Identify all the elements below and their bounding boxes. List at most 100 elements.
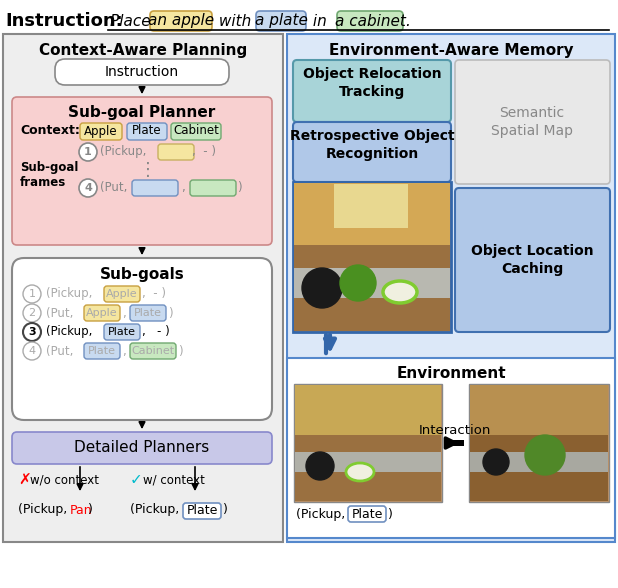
Text: 2: 2 [28, 308, 36, 318]
Text: 4: 4 [84, 183, 92, 193]
Circle shape [483, 449, 509, 475]
FancyBboxPatch shape [12, 432, 272, 464]
Text: Plate: Plate [351, 507, 383, 520]
Text: 4: 4 [28, 346, 36, 356]
Circle shape [302, 268, 342, 308]
Text: ⋮: ⋮ [139, 161, 157, 179]
Text: Plate: Plate [134, 308, 162, 318]
Bar [294, 384, 442, 502]
Bar [446, 440, 464, 446]
Text: 3: 3 [28, 327, 36, 337]
Text: Sub-goal
frames: Sub-goal frames [20, 161, 78, 189]
Text: (Pickup,: (Pickup, [296, 508, 349, 521]
Text: .: . [405, 14, 410, 28]
Circle shape [525, 435, 565, 475]
Bar [287, 358, 615, 538]
Text: ): ) [237, 182, 242, 195]
FancyBboxPatch shape [348, 506, 386, 522]
Text: Plate: Plate [88, 346, 116, 356]
Circle shape [79, 143, 97, 161]
Circle shape [23, 323, 41, 341]
FancyBboxPatch shape [55, 59, 229, 85]
Text: a cabinet: a cabinet [334, 14, 405, 28]
Text: Interaction: Interaction [419, 423, 491, 436]
Text: Detailed Planners: Detailed Planners [74, 440, 210, 456]
Text: Apple: Apple [86, 308, 118, 318]
FancyBboxPatch shape [293, 60, 451, 122]
Text: (Pickup,: (Pickup, [18, 503, 71, 516]
Text: Plate: Plate [108, 327, 136, 337]
Bar [294, 183, 450, 245]
Text: an apple: an apple [148, 14, 214, 28]
FancyBboxPatch shape [337, 11, 403, 31]
Text: Object Location
Caching: Object Location Caching [471, 244, 593, 276]
Text: Place: Place [110, 14, 156, 28]
FancyBboxPatch shape [12, 97, 272, 245]
Text: Cabinet: Cabinet [173, 125, 219, 138]
FancyBboxPatch shape [256, 11, 306, 31]
FancyBboxPatch shape [130, 305, 166, 321]
Text: in: in [308, 14, 332, 28]
Text: Cabinet: Cabinet [132, 346, 174, 356]
FancyBboxPatch shape [12, 258, 272, 420]
Text: a plate: a plate [255, 14, 307, 28]
Text: Pan: Pan [70, 503, 93, 516]
Bar [334, 184, 408, 228]
Circle shape [79, 179, 97, 197]
Text: Context-Aware Planning: Context-Aware Planning [39, 44, 247, 58]
Text: Instruction:: Instruction: [5, 12, 123, 30]
Bar [470, 452, 608, 472]
Bar [294, 245, 450, 331]
Text: Environment-Aware Memory: Environment-Aware Memory [329, 44, 574, 58]
Bar [294, 268, 450, 298]
Text: w/o context: w/o context [30, 473, 99, 486]
Bar [470, 435, 608, 501]
Bar [295, 452, 441, 472]
Text: Instruction: Instruction [105, 65, 179, 79]
Text: w/ context: w/ context [143, 473, 205, 486]
Bar [469, 384, 609, 502]
FancyBboxPatch shape [104, 324, 140, 340]
FancyBboxPatch shape [130, 343, 176, 359]
Bar [295, 385, 441, 435]
FancyBboxPatch shape [127, 123, 167, 140]
Text: ): ) [88, 503, 93, 516]
FancyBboxPatch shape [132, 180, 178, 196]
Text: Semantic
Spatial Map: Semantic Spatial Map [491, 106, 573, 138]
Bar [295, 435, 441, 501]
Bar [3, 34, 283, 542]
FancyBboxPatch shape [80, 123, 122, 140]
FancyBboxPatch shape [104, 286, 140, 302]
Text: ,   - ): , - ) [142, 326, 170, 339]
Circle shape [23, 285, 41, 303]
Circle shape [23, 342, 41, 360]
Text: ): ) [388, 508, 393, 521]
Text: Object Relocation
Tracking: Object Relocation Tracking [303, 68, 441, 99]
Text: ): ) [178, 345, 183, 358]
FancyBboxPatch shape [293, 122, 451, 182]
FancyBboxPatch shape [183, 503, 221, 519]
FancyBboxPatch shape [150, 11, 212, 31]
Text: Retrospective Object
Recognition: Retrospective Object Recognition [290, 129, 454, 161]
Ellipse shape [383, 281, 417, 303]
Text: ,  - ): , - ) [192, 145, 216, 159]
Text: ): ) [168, 306, 172, 319]
Text: (Pickup,: (Pickup, [130, 503, 184, 516]
Circle shape [23, 304, 41, 322]
FancyBboxPatch shape [84, 305, 120, 321]
Text: Sub-goal Planner: Sub-goal Planner [69, 105, 216, 119]
Text: Apple: Apple [84, 125, 118, 138]
Text: ✗: ✗ [18, 473, 31, 487]
Text: 1: 1 [28, 289, 35, 299]
Text: Context:: Context: [20, 125, 80, 138]
FancyBboxPatch shape [190, 180, 236, 196]
Text: (Pickup,: (Pickup, [100, 145, 146, 159]
Bar [470, 385, 608, 435]
Bar [293, 182, 451, 332]
Text: with: with [214, 14, 256, 28]
Circle shape [340, 265, 376, 301]
Bar [287, 34, 615, 542]
FancyBboxPatch shape [455, 188, 610, 332]
Text: ,: , [122, 306, 125, 319]
FancyBboxPatch shape [84, 343, 120, 359]
